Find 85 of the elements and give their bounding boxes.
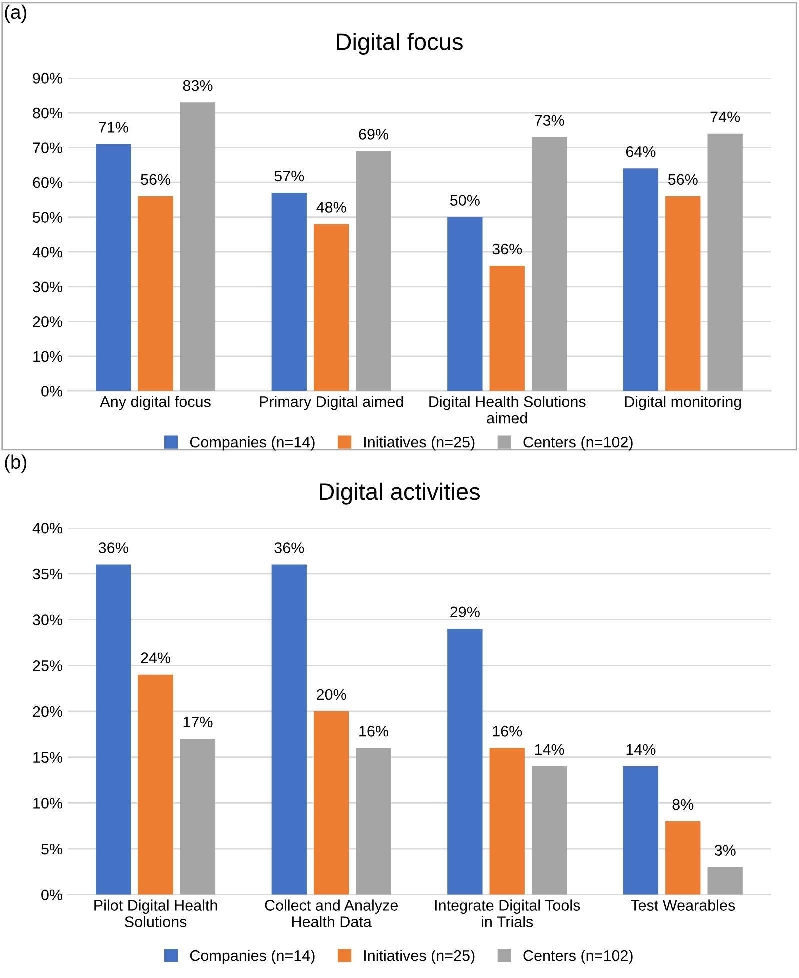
text: (b) <box>5 454 27 473</box>
data-label: 16% <box>493 726 522 737</box>
data-label: 3% <box>714 845 736 856</box>
y-tick-label: 80% <box>33 108 63 119</box>
data-label: 20% <box>317 689 346 700</box>
y-tick-label: 20% <box>33 316 63 328</box>
data-label: 57% <box>274 170 304 182</box>
bar <box>138 674 174 895</box>
y-tick-label: 30% <box>33 614 63 626</box>
data-label: 48% <box>316 202 346 213</box>
bar <box>356 151 392 392</box>
chart-title: Digital focus <box>337 33 463 56</box>
x-tick-label: Digital monitoring <box>625 396 742 410</box>
y-tick-label: 20% <box>33 706 63 718</box>
bar <box>356 748 392 895</box>
y-tick-label: 10% <box>34 798 63 809</box>
y-tick-label: 0% <box>42 386 63 397</box>
bar <box>96 144 132 392</box>
legend-label: Centers (n=102) <box>524 436 633 451</box>
y-tick-label: 30% <box>33 282 63 293</box>
data-label: 36% <box>274 542 304 554</box>
bar <box>272 564 307 895</box>
data-label: 56% <box>141 174 171 186</box>
y-tick-label: 35% <box>33 568 63 580</box>
legend-label: Companies (n=14) <box>190 950 315 964</box>
data-label: 56% <box>668 174 698 186</box>
legend-label: Companies (n=14) <box>190 436 315 451</box>
data-label: 17% <box>184 716 213 728</box>
bar <box>623 168 659 392</box>
x-tick-label: Any digital focus <box>100 396 211 410</box>
x-tick-label: Collect and Analyze Health Data <box>265 900 398 928</box>
bar <box>708 867 743 895</box>
bar <box>272 192 307 392</box>
x-tick-label: Digital Health Solutions aimed <box>430 396 586 424</box>
data-label: 36% <box>98 542 128 554</box>
bar <box>532 766 568 895</box>
bar <box>314 224 350 392</box>
y-tick-label: 40% <box>32 246 63 258</box>
y-tick-label: 5% <box>42 844 63 855</box>
data-label: 64% <box>626 146 656 158</box>
data-label: 29% <box>450 606 480 618</box>
text: (a) <box>5 4 27 24</box>
y-tick-label: 25% <box>33 660 63 672</box>
legend-label: Centers (n=102) <box>524 950 633 964</box>
chart-title: Digital activities <box>320 482 480 505</box>
y-tick-label: 10% <box>34 351 63 362</box>
bar <box>490 266 525 392</box>
bar <box>96 564 132 895</box>
bar <box>666 822 701 895</box>
y-tick-label: 70% <box>33 142 63 154</box>
bar <box>532 137 568 392</box>
bar <box>708 134 743 392</box>
bar <box>180 102 216 392</box>
x-tick-label: Test Wearables <box>630 900 736 911</box>
bar <box>180 739 216 895</box>
data-label: 71% <box>99 122 128 133</box>
x-tick-label: Integrate Digital Tools in Trials <box>435 900 580 928</box>
data-label: 36% <box>492 244 522 255</box>
x-tick-label: Pilot Digital Health Solutions <box>94 900 218 928</box>
y-tick-label: 60% <box>33 177 63 188</box>
y-tick-label: 40% <box>32 522 63 534</box>
data-label: 69% <box>359 129 389 140</box>
bar <box>448 217 483 392</box>
data-label: 16% <box>360 726 389 737</box>
bar <box>448 628 483 895</box>
legend-label: Initiatives (n=25) <box>364 436 475 451</box>
bar <box>490 748 525 895</box>
data-label: 74% <box>710 112 740 122</box>
y-tick-label: 15% <box>34 752 63 764</box>
data-label: 14% <box>535 744 564 756</box>
data-label: 83% <box>183 80 213 92</box>
bar <box>666 196 701 392</box>
data-label: 8% <box>672 799 694 810</box>
data-label: 24% <box>141 652 171 664</box>
y-tick-label: 0% <box>42 890 63 901</box>
bar <box>314 711 350 895</box>
bar <box>623 766 659 895</box>
data-label: 73% <box>535 115 564 126</box>
bar <box>138 196 174 392</box>
data-label: 14% <box>626 744 656 756</box>
x-tick-label: Primary Digital aimed <box>260 396 404 410</box>
data-label: 50% <box>450 195 480 206</box>
legend-label: Initiatives (n=25) <box>364 950 475 964</box>
y-tick-label: 50% <box>33 212 63 224</box>
y-tick-label: 90% <box>33 73 63 84</box>
